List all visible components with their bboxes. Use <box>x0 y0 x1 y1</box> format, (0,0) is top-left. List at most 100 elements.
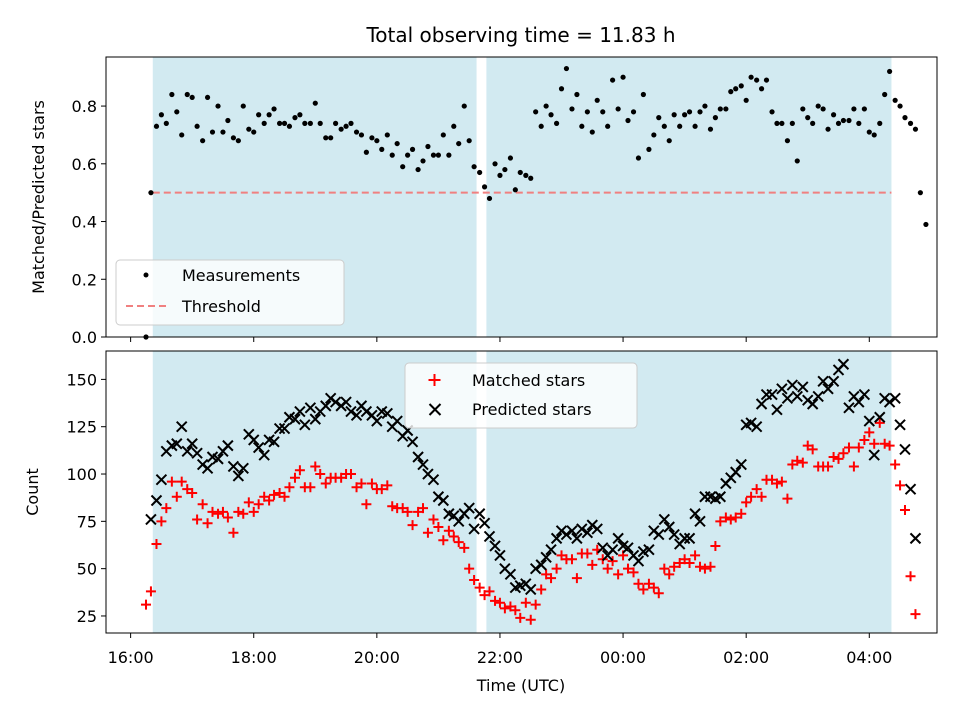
measurement-point <box>261 120 267 126</box>
measurement-point <box>446 152 452 158</box>
matched-star-point <box>797 457 808 468</box>
measurement-point <box>471 164 477 170</box>
measurement-point <box>425 143 431 150</box>
measurement-point <box>892 97 898 103</box>
predicted-star-point <box>683 532 696 545</box>
measurement-point <box>769 109 775 115</box>
matched-legend-label: Matched stars <box>472 371 585 390</box>
matched-star-point <box>884 440 895 451</box>
matched-star-point <box>494 597 505 608</box>
predicted-star-point <box>868 449 880 461</box>
predicted-star-point <box>889 392 901 405</box>
matched-star-point <box>899 504 910 515</box>
matched-legend-marker <box>428 374 441 386</box>
matched-star-point <box>890 459 901 470</box>
predicted-star-point <box>494 549 506 562</box>
measurement-point <box>810 120 816 126</box>
predicted-star-point <box>894 419 906 431</box>
y-tick-label: 0.4 <box>72 213 97 232</box>
predicted-star-point <box>745 417 757 429</box>
matched-star-point <box>782 493 793 504</box>
measurement-point <box>456 140 462 147</box>
matched-star-point <box>828 451 839 462</box>
predicted-star-point <box>186 438 198 450</box>
predicted-star-point <box>545 544 557 556</box>
measurement-point <box>917 190 923 196</box>
matched-star-point <box>264 495 275 506</box>
matched-star-point <box>279 491 290 502</box>
y-tick-label: 75 <box>77 512 97 531</box>
predicted-star-point <box>304 402 317 414</box>
measurement-point <box>640 91 646 98</box>
predicted-star-point <box>176 420 188 433</box>
matched-star-point <box>217 506 228 517</box>
measurement-point <box>363 149 369 155</box>
matched-star-point <box>166 476 177 487</box>
matched-star-point <box>859 434 870 445</box>
measurement-point <box>723 106 729 112</box>
predicted-star-point <box>463 502 475 514</box>
predicted-star-point <box>874 411 886 423</box>
measurement-point <box>286 123 293 129</box>
matched-star-point <box>869 438 880 449</box>
matched-star-point <box>710 540 721 551</box>
matched-star-point <box>633 578 644 589</box>
predicted-star-point <box>658 513 671 526</box>
measurement-point <box>502 166 508 173</box>
predicted-star-point <box>525 583 537 596</box>
count-panel: 25 50 75 100 125 150 16:00 18:00 20:00 22:00 00:0… <box>23 350 938 695</box>
matched-star-point <box>376 484 387 495</box>
ratio-legend-box <box>115 259 345 326</box>
matched-star-point <box>751 484 762 495</box>
measurement-point <box>430 152 437 158</box>
predicted-star-point <box>591 523 603 535</box>
count-x-ticks: 16:00 18:00 20:00 22:00 00:00 02:00 04:00 <box>108 633 892 667</box>
measurement-point <box>630 109 637 115</box>
matched-star-point <box>741 497 752 508</box>
matched-star-point <box>536 584 547 595</box>
measurement-point <box>148 190 154 196</box>
matched-star-point <box>725 514 736 525</box>
measurement-point <box>507 155 514 161</box>
measurement-point <box>887 68 893 75</box>
matched-star-point <box>664 569 675 580</box>
measurement-point <box>548 112 554 118</box>
matched-star-point <box>792 455 803 466</box>
predicted-star-point <box>329 396 342 408</box>
predicted-star-point <box>294 405 306 418</box>
y-tick-label: 25 <box>77 607 97 626</box>
x-tick-label: 18:00 <box>231 648 277 667</box>
predicted-star-point <box>668 528 680 541</box>
predicted-star-point <box>735 458 747 471</box>
matched-star-point <box>910 609 921 620</box>
measurement-points <box>143 65 929 340</box>
x-tick-label: 16:00 <box>108 648 154 667</box>
measurement-point <box>702 103 708 109</box>
measurement-point <box>523 172 529 178</box>
predicted-star-point <box>222 439 234 452</box>
predicted-star-point <box>843 402 855 414</box>
measurement-point <box>189 94 195 101</box>
chart-title: Total observing time = 11.83 h <box>365 23 675 47</box>
x-tick-label: 00:00 <box>600 648 646 667</box>
predicted-star-point <box>755 398 768 410</box>
measurement-point <box>158 112 164 118</box>
matched-star-point <box>699 563 710 574</box>
measurement-point <box>835 120 842 126</box>
ratio-legend: Measurements Threshold <box>115 259 345 326</box>
predicted-star-point <box>776 383 788 395</box>
predicted-star-point <box>797 381 809 393</box>
measurement-point <box>866 129 872 135</box>
matched-star-point <box>474 582 485 593</box>
predicted-star-point <box>653 528 665 541</box>
measurements-legend-marker <box>143 272 149 278</box>
matched-star-point <box>176 476 187 487</box>
measurement-point <box>635 155 642 161</box>
matched-star-point <box>387 501 398 512</box>
measurement-point <box>600 109 606 115</box>
matched-star-point <box>233 506 244 517</box>
measurement-point <box>666 138 672 144</box>
predicted-star-point <box>858 388 871 401</box>
predicted-star-point <box>417 458 429 471</box>
measurement-point <box>543 103 549 109</box>
